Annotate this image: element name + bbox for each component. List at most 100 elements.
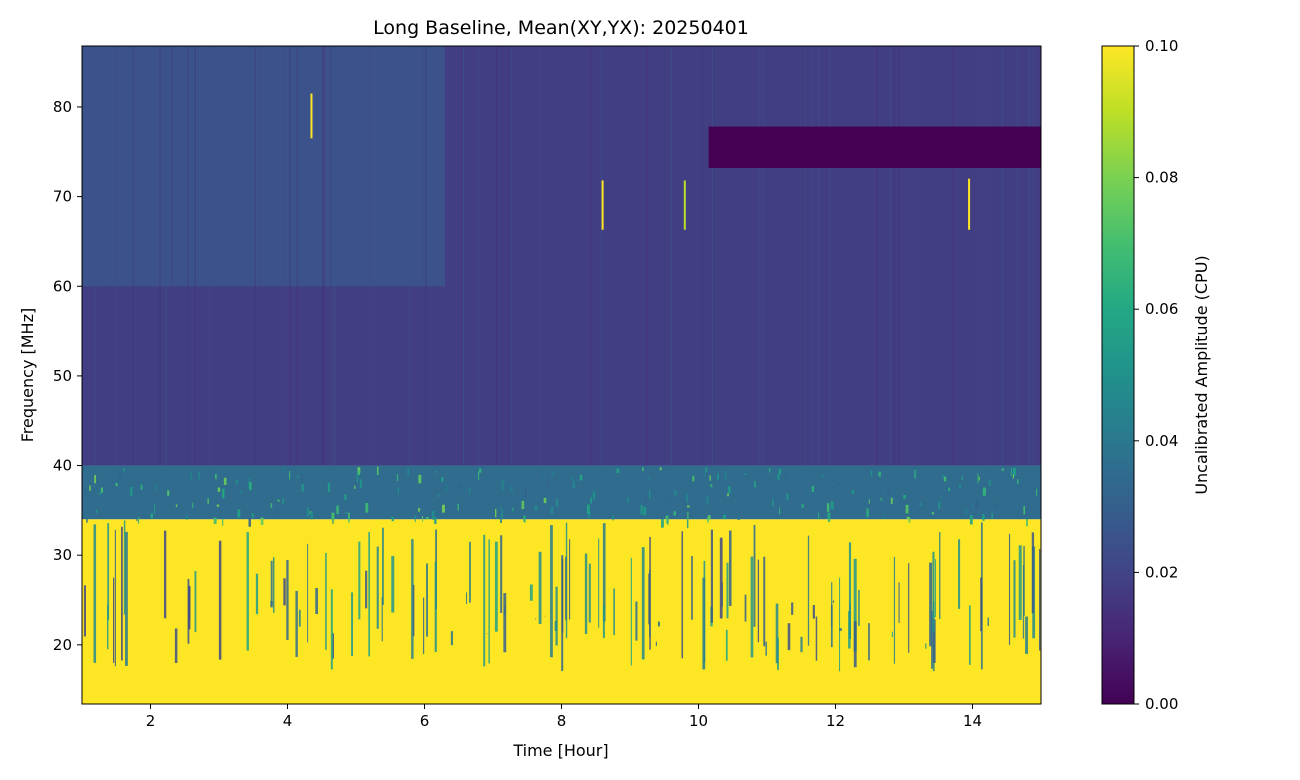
texture-dot — [84, 491, 87, 494]
texture-streak — [246, 532, 249, 651]
texture-dot — [1023, 506, 1026, 515]
texture-line — [510, 46, 512, 466]
texture-dot — [155, 485, 158, 490]
colorbar — [1102, 46, 1134, 704]
chart-title: Long Baseline, Mean(XY,YX): 20250401 — [373, 17, 749, 39]
texture-dot — [977, 473, 979, 484]
texture-dot — [510, 485, 513, 494]
texture-streak — [286, 559, 289, 640]
texture-dot — [396, 474, 399, 482]
texture-streak — [868, 623, 870, 661]
y-tick-label: 20 — [53, 636, 72, 654]
texture-line — [1032, 46, 1034, 466]
texture-streak — [744, 594, 747, 622]
texture-dot — [551, 471, 554, 476]
texture-dot — [669, 497, 671, 502]
texture-dot — [717, 473, 720, 481]
texture-dot — [1016, 479, 1019, 484]
texture-line — [800, 46, 802, 466]
texture-line — [116, 46, 118, 466]
texture-streak — [728, 530, 732, 606]
texture-dot — [222, 518, 224, 526]
texture-streak — [174, 628, 178, 663]
texture-dot — [649, 489, 651, 499]
texture-streak — [503, 593, 507, 653]
texture-dot — [943, 476, 947, 482]
texture-line — [818, 46, 820, 466]
texture-streak — [932, 551, 935, 633]
texture-dot — [958, 504, 960, 510]
texture-streak — [358, 541, 361, 620]
texture-dot — [1010, 467, 1012, 477]
texture-dot — [938, 501, 941, 509]
texture-line — [289, 46, 291, 466]
x-tick-label: 12 — [826, 712, 845, 730]
texture-dot — [1006, 476, 1010, 483]
texture-dot — [348, 512, 350, 523]
texture-dot — [441, 504, 445, 513]
texture-dot — [1026, 518, 1028, 527]
texture-line — [646, 46, 648, 466]
texture-streak — [655, 641, 657, 646]
heatmap-area — [82, 46, 1041, 704]
texture-dot — [749, 501, 753, 509]
texture-dot — [868, 499, 870, 504]
texture-streak — [893, 556, 896, 664]
texture-streak — [753, 524, 756, 627]
texture-line — [667, 46, 669, 466]
y-axis-label: Frequency [MHz] — [18, 308, 37, 442]
texture-line — [187, 46, 189, 466]
texture-streak — [93, 524, 97, 663]
x-tick-label: 6 — [420, 712, 430, 730]
texture-dot — [431, 511, 435, 520]
texture-line — [763, 46, 765, 466]
texture-dot — [890, 497, 893, 505]
texture-dot — [727, 493, 729, 497]
texture-dot — [880, 498, 882, 501]
texture-dot — [534, 505, 538, 511]
texture-dot — [996, 501, 998, 509]
texture-streak — [561, 559, 564, 633]
texture-streak — [958, 539, 961, 609]
texture-dot — [640, 505, 643, 515]
texture-dot — [924, 501, 926, 512]
texture-dot — [441, 477, 444, 482]
texture-dot — [707, 516, 709, 523]
texture-line — [508, 46, 510, 466]
texture-dot — [728, 485, 731, 494]
texture-streak — [750, 556, 754, 658]
texture-line — [705, 46, 707, 466]
texture-streak — [500, 535, 503, 613]
texture-streak — [839, 577, 841, 672]
x-axis: 2 4 6 8 10 12 14 — [146, 704, 982, 730]
texture-dot — [724, 471, 727, 481]
texture-dot — [421, 516, 424, 523]
texture-streak — [891, 631, 893, 638]
texture-line — [986, 46, 988, 466]
texture-line — [917, 46, 919, 466]
texture-dot — [391, 516, 394, 522]
texture-streak — [307, 543, 309, 643]
texture-dot — [407, 468, 410, 476]
texture-streak — [939, 532, 941, 620]
texture-streak — [763, 556, 766, 647]
y-tick-label: 50 — [53, 367, 72, 385]
texture-streak — [787, 623, 791, 651]
texture-dot — [354, 485, 356, 489]
texture-dot — [495, 508, 497, 518]
texture-line — [501, 46, 503, 466]
texture-streak — [719, 537, 723, 619]
texture-line — [171, 46, 173, 466]
texture-streak — [270, 601, 273, 608]
texture-dot — [903, 494, 906, 499]
texture-line — [477, 46, 479, 466]
texture-dot — [222, 488, 225, 499]
texture-dot — [687, 511, 689, 521]
texture-line — [599, 46, 601, 466]
colorbar-tick-label: 0.00 — [1145, 695, 1178, 713]
texture-line — [1028, 46, 1030, 466]
texture-dot — [248, 482, 252, 491]
texture-dot — [89, 485, 91, 491]
texture-dot — [1012, 467, 1016, 476]
texture-dot — [94, 475, 97, 484]
